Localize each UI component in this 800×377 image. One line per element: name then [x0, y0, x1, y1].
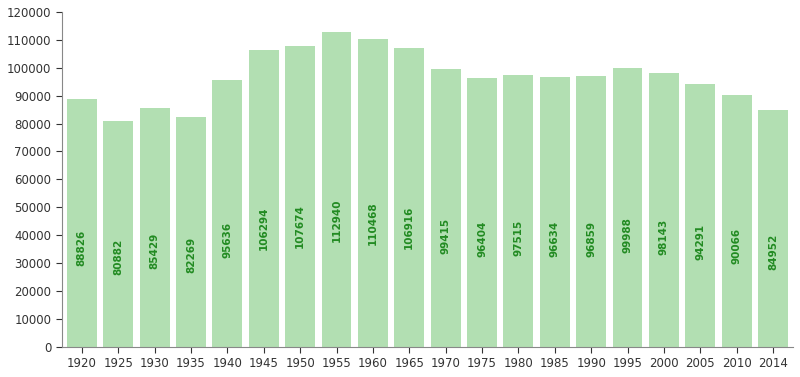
- Bar: [67, 99, 97, 346]
- Bar: [213, 80, 242, 346]
- Bar: [322, 32, 351, 346]
- Bar: [722, 95, 751, 346]
- Text: 99415: 99415: [441, 218, 450, 254]
- Bar: [394, 48, 424, 346]
- Bar: [686, 84, 715, 346]
- Text: 90066: 90066: [732, 228, 742, 264]
- Text: 84952: 84952: [768, 234, 778, 270]
- Text: 99988: 99988: [622, 217, 633, 253]
- Text: 112940: 112940: [331, 199, 342, 242]
- Text: 97515: 97515: [514, 220, 523, 256]
- Text: 96859: 96859: [586, 221, 596, 257]
- Bar: [503, 75, 534, 346]
- Text: 95636: 95636: [222, 222, 232, 258]
- Text: 88826: 88826: [77, 230, 87, 266]
- Bar: [358, 38, 388, 346]
- Text: 82269: 82269: [186, 237, 196, 273]
- Text: 94291: 94291: [695, 224, 706, 259]
- Bar: [176, 117, 206, 346]
- Text: 96634: 96634: [550, 221, 560, 257]
- Text: 107674: 107674: [295, 205, 305, 248]
- Bar: [286, 46, 315, 346]
- Bar: [467, 78, 497, 346]
- Text: 80882: 80882: [114, 238, 123, 274]
- Bar: [249, 50, 278, 346]
- Bar: [430, 69, 461, 346]
- Bar: [576, 77, 606, 346]
- Bar: [649, 73, 679, 346]
- Text: 106294: 106294: [258, 206, 269, 250]
- Text: 85429: 85429: [150, 233, 160, 270]
- Bar: [540, 77, 570, 346]
- Text: 98143: 98143: [659, 219, 669, 255]
- Text: 106916: 106916: [404, 206, 414, 249]
- Text: 110468: 110468: [368, 202, 378, 245]
- Text: 96404: 96404: [477, 221, 487, 257]
- Bar: [613, 68, 642, 346]
- Bar: [758, 110, 788, 346]
- Bar: [103, 121, 133, 346]
- Bar: [140, 108, 170, 346]
